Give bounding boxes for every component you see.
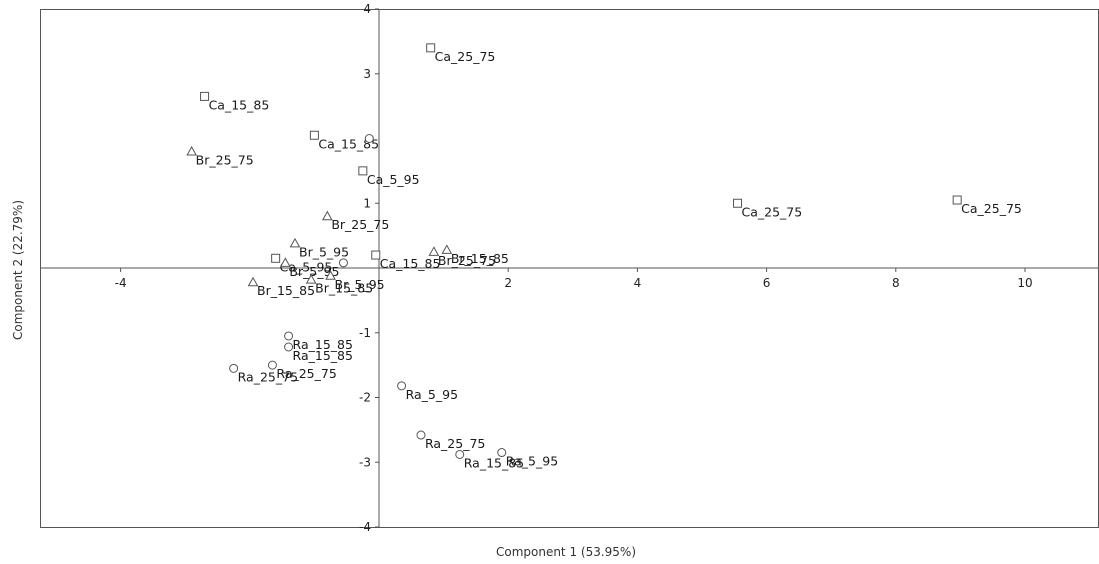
square-marker (733, 198, 743, 208)
point-label: Br_5_95 (299, 244, 349, 259)
point-label: Br_5_95 (335, 277, 385, 292)
point-label: Ca_15_85 (380, 256, 441, 271)
triangle-marker (428, 246, 440, 256)
y-axis-title: Component 2 (22.79%) (11, 200, 25, 340)
y-tick-label: -4 (359, 520, 371, 534)
y-tick-label: 3 (363, 67, 371, 81)
square-marker (271, 253, 281, 263)
tick-layer: -4 2 4 6 8 10 4 3 1 -1 -2 -3 -4 (115, 2, 1033, 534)
x-tick-label: 10 (1017, 276, 1032, 290)
point-label: Ca_5_95 (367, 172, 420, 187)
point-label: Ra_5_95 (406, 387, 458, 402)
point-label: Br_25_75 (331, 217, 389, 232)
circle-marker (338, 258, 348, 268)
y-tick-label: -2 (359, 391, 371, 405)
circle-marker (397, 381, 407, 391)
circle-marker (284, 342, 294, 352)
point-label: Ca_25_75 (435, 49, 496, 64)
square-marker (200, 91, 210, 101)
x-tick-label: 8 (892, 276, 900, 290)
point-label: Ca_15_85 (209, 97, 270, 112)
triangle-marker (279, 257, 291, 267)
point-label: Ca_25_75 (742, 204, 803, 219)
square-marker (358, 166, 368, 176)
point-label: Br_25_75 (438, 253, 496, 268)
x-tick-label: 4 (634, 276, 642, 290)
triangle-marker (186, 145, 198, 156)
y-tick-label: -3 (359, 455, 371, 469)
x-tick-label: 2 (504, 276, 512, 290)
circle-marker (416, 430, 426, 440)
point-label: Ra_5_95 (506, 454, 558, 469)
y-tick-label: -1 (359, 326, 371, 340)
triangle-marker (305, 274, 317, 284)
circle-marker (229, 363, 239, 373)
circle-marker (497, 448, 507, 458)
point-label: Ca_15_85 (318, 136, 379, 151)
point-label: Ca_5_95 (280, 259, 333, 274)
triangle-marker (247, 276, 259, 287)
circle-marker (267, 360, 277, 370)
point-label: Ra_25_75 (276, 366, 336, 381)
point-label: Br_15_85 (315, 281, 373, 296)
x-axis-title: Component 1 (53.95%) (496, 545, 636, 559)
points-layer: Ca_25_75 Ca_15_85 Ca_15_85 Ca_5_95 Ca_25_75 C… (186, 43, 1022, 470)
point-label: Ra_25_75 (425, 436, 485, 451)
square-marker (371, 250, 381, 260)
circle-marker (455, 449, 465, 459)
point-label: Br_25_75 (196, 152, 254, 167)
point-label: Ra_25_75 (238, 369, 298, 384)
circle-marker (364, 134, 374, 143)
square-marker (952, 195, 962, 205)
triangle-marker (325, 270, 336, 280)
point-label: Br_5_95 (289, 264, 339, 279)
circle-marker (284, 331, 294, 341)
triangle-marker (441, 244, 453, 254)
y-tick-label: 4 (363, 2, 371, 16)
x-tick-label: -4 (115, 276, 127, 290)
point-label: Ra_15_85 (464, 455, 524, 470)
triangle-marker (289, 237, 301, 248)
y-tick-label: 1 (363, 196, 371, 210)
square-marker (309, 130, 319, 140)
point-label: Br_15_85 (451, 251, 509, 266)
point-label: Br_15_85 (257, 283, 315, 298)
x-tick-label: 6 (763, 276, 771, 290)
point-label: Ra_15_85 (293, 337, 353, 352)
triangle-marker (321, 210, 333, 221)
point-label: Ca_25_75 (961, 201, 1022, 216)
point-label: Ra_15_85 (293, 348, 353, 363)
square-marker (426, 43, 436, 53)
